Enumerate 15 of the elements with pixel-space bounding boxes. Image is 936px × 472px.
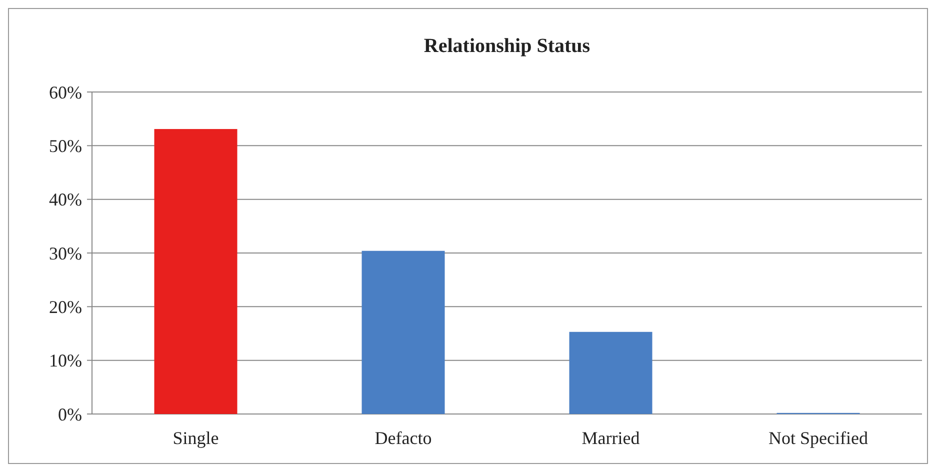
y-tick-label: 40% (49, 190, 82, 210)
y-tick-label: 60% (49, 82, 82, 102)
x-tick-label: Not Specified (768, 428, 868, 448)
bar (362, 250, 445, 414)
x-tick-label: Single (172, 428, 219, 448)
y-tick-label: 30% (49, 243, 82, 264)
chart-title: Relationship Status (424, 35, 590, 57)
y-tick-label: 0% (58, 404, 82, 424)
x-tick-label: Married (582, 428, 640, 448)
y-tick-label: 20% (49, 296, 82, 317)
y-tick-label: 10% (49, 350, 82, 371)
bar (154, 129, 238, 414)
bar (569, 332, 652, 414)
x-tick-label: Defacto (374, 428, 432, 448)
y-tick-label: 50% (49, 136, 82, 156)
